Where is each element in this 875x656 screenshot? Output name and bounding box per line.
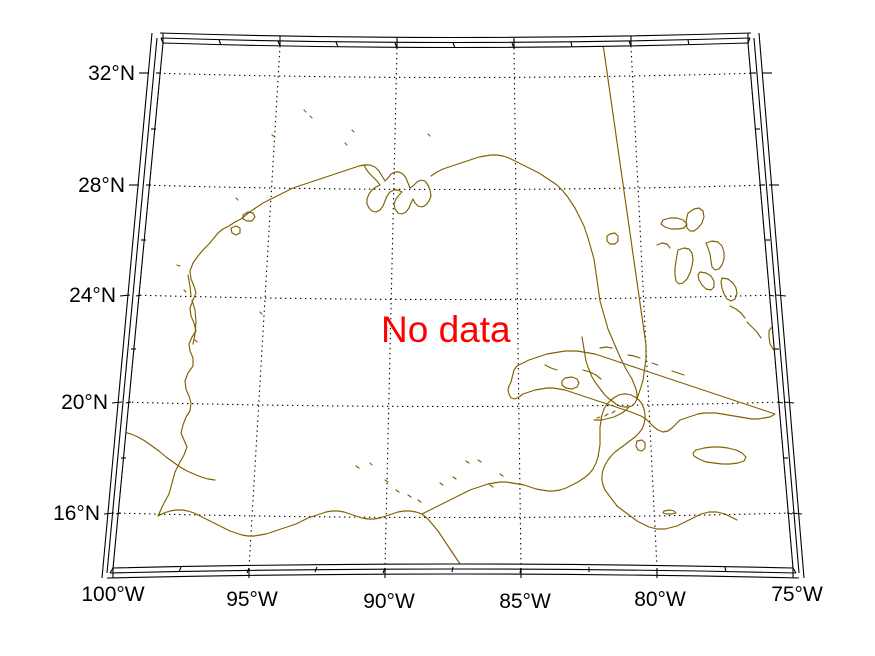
- tick-lat-20-left: [111, 401, 123, 404]
- coastline-yucatan-east: [588, 393, 646, 507]
- tick-lat-16-left: [103, 512, 115, 515]
- tick-lat-20-right: [783, 401, 795, 404]
- y-tick-label-28: 28°N: [78, 174, 125, 197]
- frame-outer-top: [159, 32, 752, 39]
- island-long-bahamas: [720, 277, 738, 302]
- frame-left-rungs: [115, 72, 161, 515]
- gridline-lat-16: [113, 512, 793, 519]
- x-tick-label-90: 90°W: [363, 590, 415, 613]
- x-axis-tick-labels: 100°W 95°W 90°W 85°W 80°W 75°W: [81, 583, 823, 613]
- island-specks-campeche: [355, 459, 504, 503]
- laguna-madre: [187, 274, 197, 345]
- bahamas-bank-edge: [656, 242, 762, 339]
- y-tick-label-24: 24°N: [69, 284, 116, 307]
- x-tick-label-85: 85°W: [499, 590, 551, 613]
- y-tick-label-32: 32°N: [88, 62, 135, 85]
- island-cozumel: [635, 439, 646, 452]
- coastline-gulf-north: [157, 164, 365, 517]
- map-interior: [113, 43, 793, 568]
- gridline-lon-85: [513, 47, 522, 568]
- y-tick-label-20: 20°N: [61, 391, 108, 414]
- x-tick-label-75: 75°W: [771, 583, 823, 606]
- frame-outer-left2: [106, 37, 158, 574]
- coastline-cuba: [507, 350, 776, 433]
- tick-lat-24-right: [775, 294, 787, 297]
- coastline-florida-panhandle: [430, 154, 589, 239]
- island-juventud: [561, 376, 580, 390]
- cuba-keys-north: [599, 346, 685, 376]
- cuba-bays-detail: [544, 364, 602, 380]
- island-jamaica: [692, 446, 747, 465]
- island-roatan: [662, 509, 677, 515]
- coastline-central-interior: [421, 513, 466, 568]
- coastline-florida-east: [601, 43, 647, 400]
- x-tick-label-100: 100°W: [81, 583, 144, 606]
- y-axis-tick-labels: 32°N 28°N 24°N 20°N 16°N: [53, 62, 135, 525]
- x-tick-label-95: 95°W: [226, 588, 278, 611]
- coastline-yucatan-north: [421, 473, 590, 515]
- gridline-lon-90: [384, 47, 398, 568]
- meridian-gridlines: [113, 43, 793, 568]
- coastline-keys-islands: [596, 410, 616, 419]
- tick-lat-16-right: [791, 512, 803, 515]
- frame-inner: [112, 42, 794, 569]
- mexico-interior-line: [123, 431, 216, 481]
- texas-bays: [230, 211, 256, 236]
- frame-outer-top2: [160, 37, 751, 44]
- island-grand-bahama: [660, 217, 688, 230]
- frame-outer-right2: [753, 37, 800, 574]
- frame-outer-bottom: [106, 573, 800, 579]
- major-ticks: [103, 33, 803, 578]
- tick-lat-24-left: [119, 294, 131, 297]
- island-abaco: [685, 207, 705, 232]
- coastline-mexico-east: [157, 509, 423, 537]
- coastline-group: [123, 43, 793, 568]
- island-specks-gulf: [176, 109, 431, 343]
- coastline-florida-keys: [593, 405, 631, 421]
- no-data-annotation: No data: [381, 309, 511, 350]
- coastline-florida-west: [581, 237, 638, 408]
- frame-outer-left: [101, 32, 153, 579]
- map-frame: [101, 32, 805, 579]
- coastline-mississippi-delta: [363, 164, 432, 215]
- y-tick-label-16: 16°N: [53, 502, 100, 525]
- island-andros: [674, 247, 694, 285]
- island-eleuthera: [705, 240, 725, 271]
- x-tick-label-80: 80°W: [634, 588, 686, 611]
- frame-outer-right: [758, 32, 805, 579]
- parallel-gridlines: [113, 72, 793, 519]
- frame-right-rungs: [751, 72, 793, 515]
- gridline-lon-95: [248, 45, 281, 568]
- lake-okeechobee: [606, 232, 619, 245]
- gridline-lat-32: [148, 72, 763, 79]
- island-exuma: [697, 271, 715, 291]
- gridline-lon-80: [630, 45, 658, 568]
- coastline-central-america: [616, 505, 738, 530]
- gridline-lat-24: [129, 294, 777, 301]
